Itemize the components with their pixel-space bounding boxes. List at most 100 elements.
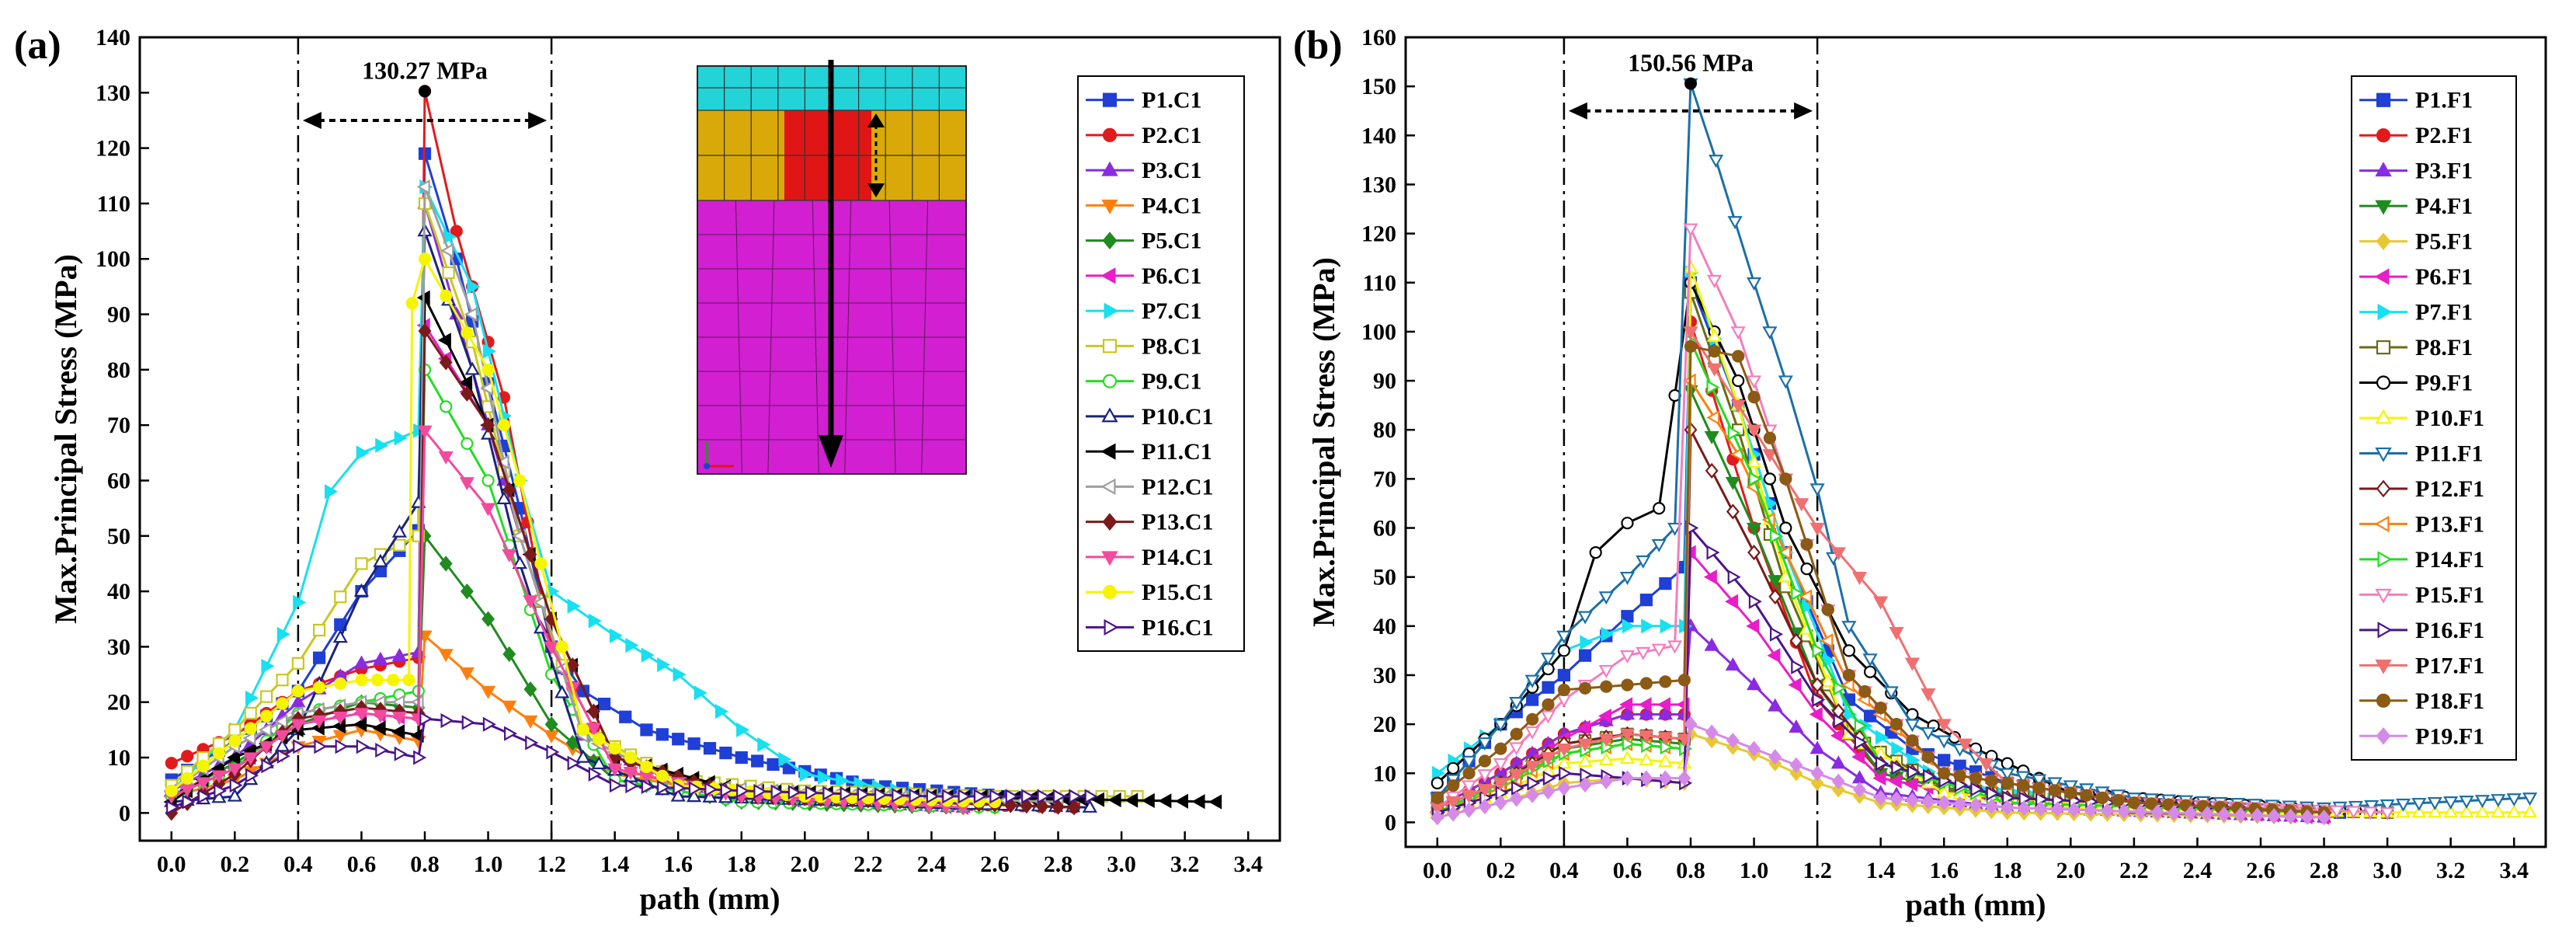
legend-item-P18.F1: P18.F1	[2359, 688, 2484, 714]
legend-label: P8.F1	[2415, 335, 2473, 361]
data-point	[1746, 424, 1762, 438]
legend-label: P13.C1	[1142, 510, 1214, 535]
data-point	[1636, 646, 1651, 660]
data-point	[1730, 326, 1746, 340]
legend-label: P13.F1	[2415, 511, 2484, 537]
data-point	[2411, 797, 2427, 811]
data-point	[1493, 795, 1507, 811]
plot-frame	[1404, 36, 2547, 848]
data-point	[1524, 674, 1540, 688]
data-point	[1559, 765, 1573, 781]
data-point	[1540, 710, 1556, 724]
data-point	[523, 595, 538, 609]
series-line	[1437, 732, 2324, 819]
data-point	[1446, 806, 1460, 822]
data-point	[2117, 803, 2131, 820]
data-point	[567, 598, 581, 614]
data-point	[1953, 769, 1966, 782]
data-point	[1638, 697, 1652, 712]
legend-item-P2.C1: P2.C1	[1086, 123, 1202, 148]
data-point	[2101, 803, 2114, 819]
data-point	[274, 738, 290, 752]
data-point	[1938, 767, 1951, 780]
data-point	[2506, 793, 2522, 807]
data-point	[227, 750, 241, 765]
x-tick-label: 2.8	[2310, 858, 2339, 883]
data-point	[757, 737, 771, 752]
data-point	[481, 611, 495, 627]
data-point	[1477, 737, 1493, 751]
legend-label: P14.F1	[2415, 547, 2484, 573]
data-point	[1580, 635, 1594, 650]
data-point	[437, 333, 451, 348]
data-point	[244, 722, 257, 735]
data-point	[2522, 804, 2538, 818]
data-point	[625, 778, 639, 794]
data-point	[840, 786, 853, 802]
data-point	[1431, 791, 1444, 804]
data-point	[1842, 644, 1855, 657]
legend-item-P9.F1: P9.F1	[2359, 371, 2473, 396]
data-point	[2112, 793, 2125, 807]
data-point	[1768, 575, 1783, 589]
data-point	[1598, 752, 1614, 766]
legend-swatch-marker	[2376, 92, 2391, 107]
data-point	[624, 751, 638, 765]
data-point	[1812, 691, 1826, 708]
data-point	[1800, 563, 1813, 576]
data-point	[799, 766, 813, 782]
data-point	[2217, 806, 2231, 823]
data-point	[1542, 698, 1555, 711]
series-layer	[163, 85, 1222, 821]
legend-label: P5.F1	[2415, 229, 2473, 255]
series-P16.C1	[166, 711, 1098, 815]
y-tick-label: 60	[1373, 516, 1396, 542]
data-point	[2050, 801, 2064, 817]
data-point	[1706, 274, 1723, 288]
data-point	[1891, 741, 1905, 757]
data-point	[2031, 774, 2047, 788]
data-point	[1540, 752, 1556, 766]
span-arrow-right-head	[528, 111, 548, 129]
data-point	[2474, 804, 2491, 818]
data-point	[1706, 545, 1720, 560]
data-point	[1820, 633, 1834, 649]
data-point	[442, 266, 455, 280]
legend-swatch-marker	[1102, 92, 1118, 107]
data-point	[439, 354, 453, 371]
data-point	[1872, 771, 1886, 786]
data-point	[735, 751, 748, 765]
data-point	[1619, 751, 1636, 765]
data-point	[1477, 784, 1493, 798]
data-point	[502, 700, 517, 714]
data-point	[2474, 795, 2491, 809]
data-point	[1979, 758, 1994, 772]
data-point	[461, 437, 474, 451]
data-point	[892, 788, 906, 803]
panel-label-a: (a)	[14, 23, 61, 68]
data-point	[719, 746, 732, 760]
inset-grid-line	[735, 200, 742, 475]
y-tick-label: 120	[1361, 221, 1396, 247]
data-point	[461, 715, 475, 730]
data-point	[290, 694, 306, 708]
data-point	[1779, 472, 1792, 486]
legend-swatch-marker	[1102, 339, 1118, 354]
legend: P1.F1 P2.F1 P3.F1 P4.F1 P5.F1 P6.F1 P7.F1 P8.F1…	[2351, 75, 2517, 761]
data-point	[1651, 643, 1667, 657]
x-tick-label: 1.2	[537, 852, 566, 877]
data-point	[245, 768, 259, 783]
data-point	[1833, 681, 1847, 696]
data-point	[1526, 712, 1539, 726]
x-tick-label: 2.4	[2183, 858, 2213, 883]
legend-label: P7.F1	[2415, 300, 2473, 326]
data-point	[714, 704, 728, 719]
y-tick-label: 140	[96, 25, 130, 51]
y-tick-label: 30	[1373, 663, 1396, 688]
data-point	[958, 789, 972, 804]
data-point	[2048, 784, 2062, 797]
data-point	[2380, 799, 2395, 813]
legend-label: P7.C1	[1142, 298, 1202, 324]
data-point	[214, 783, 228, 799]
data-point	[1789, 765, 1803, 782]
